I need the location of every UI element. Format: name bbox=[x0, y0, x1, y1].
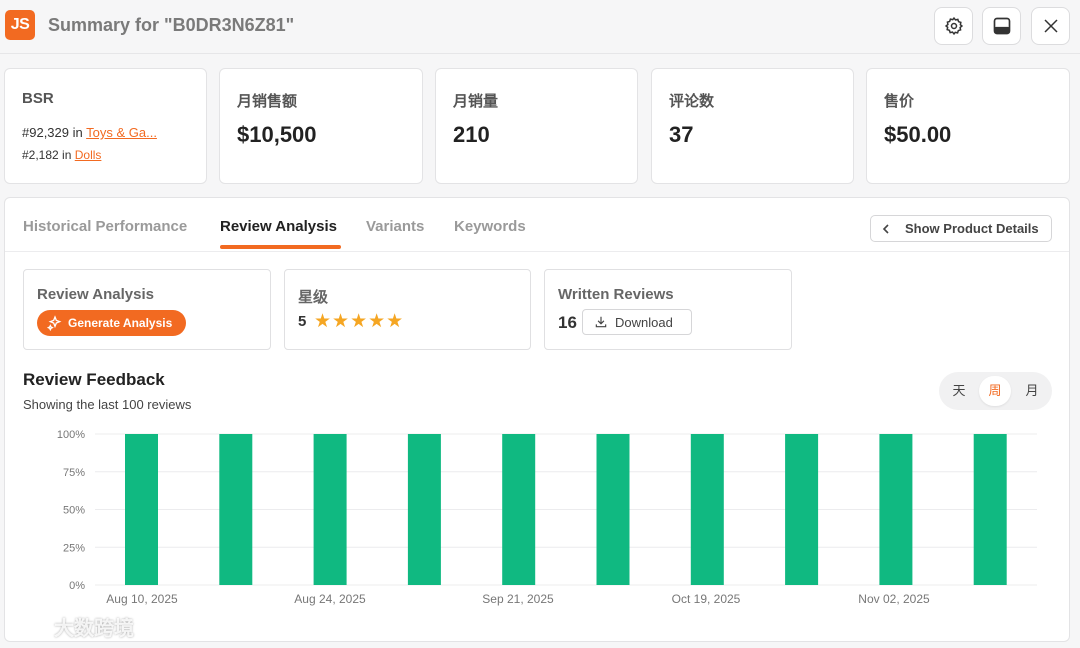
period-day-option[interactable]: 天 bbox=[952, 383, 966, 398]
bsr-rank-secondary-value: #2,182 in bbox=[22, 148, 72, 162]
chart-bar[interactable] bbox=[785, 434, 819, 585]
tab-keywords[interactable]: Keywords bbox=[454, 218, 526, 235]
download-label: Download bbox=[615, 314, 673, 330]
tab-variants[interactable]: Variants bbox=[366, 218, 425, 235]
rating-label: 星级 bbox=[298, 289, 329, 306]
x-tick-label: Aug 24, 2025 bbox=[294, 592, 366, 606]
download-icon bbox=[595, 316, 607, 328]
review-analysis-card: Review Analysis Generate Analysis bbox=[23, 269, 271, 350]
x-tick-label: Oct 19, 2025 bbox=[672, 592, 741, 606]
bsr-card: BSR #92,329 in Toys & Ga... #2,182 in Do… bbox=[4, 68, 207, 184]
rating-card: 星级 5 ★★★★★ bbox=[284, 269, 531, 350]
monthly-sales-amount-label: 月销售额 bbox=[237, 93, 298, 110]
chart-bar[interactable] bbox=[219, 434, 253, 585]
y-tick-label: 50% bbox=[63, 505, 85, 517]
watermark: 大数跨境 bbox=[8, 612, 134, 641]
chart-bar[interactable] bbox=[596, 434, 630, 585]
monthly-sales-volume-card: 月销量 210 bbox=[435, 68, 638, 184]
bsr-rank-primary-value: #92,329 in bbox=[22, 125, 83, 140]
review-feedback-subtitle: Showing the last 100 reviews bbox=[23, 397, 192, 412]
chart-bar[interactable] bbox=[502, 434, 536, 585]
review-count-label: 评论数 bbox=[669, 93, 715, 110]
bsr-rank-primary: #92,329 in Toys & Ga... bbox=[22, 125, 157, 140]
main-panel: Historical Performance Review Analysis V… bbox=[4, 197, 1070, 642]
written-reviews-count: 16 bbox=[558, 313, 577, 332]
monthly-sales-amount-value: $10,500 bbox=[237, 122, 317, 147]
period-toggle: 天 周 月 bbox=[939, 372, 1052, 410]
y-tick-label: 75% bbox=[63, 467, 85, 479]
period-week-option[interactable]: 周 bbox=[979, 376, 1011, 406]
download-button[interactable]: Download bbox=[582, 309, 692, 335]
close-icon bbox=[1043, 19, 1058, 33]
written-reviews-label: Written Reviews bbox=[558, 286, 674, 303]
active-tab-indicator bbox=[220, 245, 341, 249]
settings-button[interactable] bbox=[934, 7, 973, 45]
tabs-divider bbox=[5, 251, 1069, 252]
chart-bar[interactable] bbox=[313, 434, 347, 585]
review-feedback-chart: 100% 75% 50% 25% 0% Aug 10, 2025 Aug 24, 2025 S… bbox=[57, 429, 1037, 606]
show-product-details-button[interactable]: Show Product Details bbox=[870, 215, 1052, 242]
period-month-option[interactable]: 月 bbox=[1025, 383, 1039, 398]
monthly-sales-volume-value: 210 bbox=[453, 122, 490, 147]
dock-panel-button[interactable] bbox=[982, 7, 1021, 45]
panel-icon bbox=[993, 17, 1010, 35]
page-title: Summary for "B0DR3N6Z81" bbox=[48, 15, 295, 35]
written-reviews-card: Written Reviews 16 Download bbox=[544, 269, 792, 350]
x-tick-label: Sep 21, 2025 bbox=[482, 592, 554, 606]
close-button[interactable] bbox=[1031, 7, 1070, 45]
review-analysis-label: Review Analysis bbox=[37, 286, 155, 303]
review-feedback-title: Review Feedback bbox=[23, 370, 165, 389]
monthly-sales-amount-card: 月销售额 $10,500 bbox=[219, 68, 423, 184]
chart-bar[interactable] bbox=[690, 434, 724, 585]
price-label: 售价 bbox=[884, 93, 915, 110]
gear-icon bbox=[944, 16, 963, 36]
y-tick-label: 100% bbox=[57, 429, 85, 441]
price-card: 售价 $50.00 bbox=[866, 68, 1070, 184]
star-rating-icon: ★★★★★ bbox=[314, 311, 405, 332]
chevron-left-icon bbox=[882, 223, 889, 234]
bsr-category-link[interactable]: Toys & Ga... bbox=[86, 125, 157, 140]
chart-bar[interactable] bbox=[125, 434, 158, 585]
y-tick-label: 0% bbox=[69, 580, 85, 592]
rating-value: 5 bbox=[298, 313, 307, 330]
show-product-details-label: Show Product Details bbox=[905, 221, 1039, 236]
chart-bar[interactable] bbox=[879, 434, 913, 585]
tab-historical-performance[interactable]: Historical Performance bbox=[23, 218, 188, 235]
bsr-label: BSR bbox=[22, 90, 54, 107]
generate-analysis-button[interactable]: Generate Analysis bbox=[37, 310, 186, 336]
bsr-rank-secondary: #2,182 in Dolls bbox=[22, 148, 101, 162]
bsr-subcategory-link[interactable]: Dolls bbox=[74, 148, 102, 162]
price-value: $50.00 bbox=[884, 122, 952, 147]
sparkle-icon bbox=[47, 315, 62, 331]
review-count-card: 评论数 37 bbox=[651, 68, 854, 184]
x-tick-label: Nov 02, 2025 bbox=[858, 592, 930, 606]
tab-review-analysis[interactable]: Review Analysis bbox=[220, 218, 338, 235]
review-count-value: 37 bbox=[669, 122, 694, 147]
app-logo: JS bbox=[5, 10, 35, 40]
monthly-sales-volume-label: 月销量 bbox=[453, 93, 499, 110]
chart-bar[interactable] bbox=[973, 434, 1007, 585]
chart-bar[interactable] bbox=[407, 434, 441, 585]
generate-analysis-label: Generate Analysis bbox=[68, 316, 173, 330]
brand-mark-icon bbox=[10, 617, 46, 636]
watermark-text: 大数跨境 bbox=[54, 618, 134, 640]
y-tick-label: 25% bbox=[63, 542, 85, 554]
x-tick-label: Aug 10, 2025 bbox=[106, 592, 178, 606]
window-header: JS Summary for "B0DR3N6Z81" bbox=[0, 0, 1080, 54]
